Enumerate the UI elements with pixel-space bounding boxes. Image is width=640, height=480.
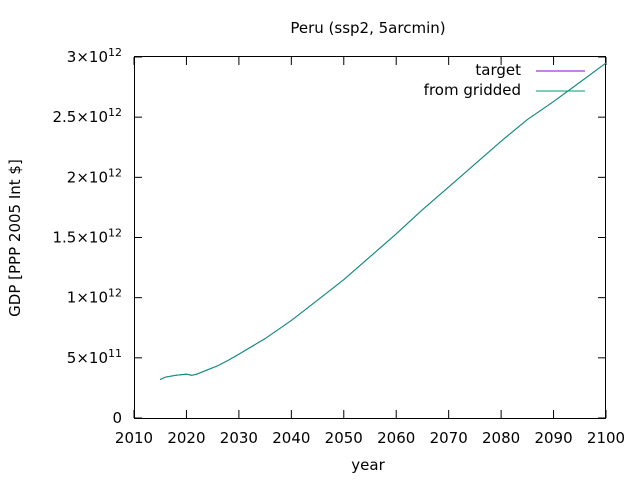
y-tick-exponent: 12: [108, 166, 122, 179]
y-tick-mantissa: 2×10: [67, 168, 108, 186]
x-tick-label: 2050: [325, 429, 363, 447]
x-tick-label: 2090: [534, 429, 572, 447]
y-axis-label: GDP [PPP 2005 Int $]: [6, 159, 24, 317]
y-tick-exponent: 12: [108, 287, 122, 300]
y-tick-exponent: 12: [108, 106, 122, 119]
series-line-1: [159, 62, 607, 380]
plot-frame: [134, 56, 606, 419]
x-tick-label: 2100: [587, 429, 625, 447]
x-tick-label: 2020: [167, 429, 205, 447]
chart-title: Peru (ssp2, 5arcmin): [290, 19, 445, 37]
x-tick-label: 2060: [377, 429, 415, 447]
y-tick-exponent: 11: [108, 347, 122, 360]
y-axis: 05×10111×10121.5×10122×10122.5×10123×101…: [52, 46, 606, 427]
y-tick-mantissa: 3×10: [67, 48, 108, 66]
x-tick-label: 2080: [482, 429, 520, 447]
legend: target from gridded: [424, 61, 585, 99]
x-axis: 2010 2020 2030 2040 2050 2060 2070 2080 2090 2100: [115, 57, 625, 447]
x-tick-label: 2070: [430, 429, 468, 447]
y-tick-label: 1×1012: [67, 287, 122, 307]
x-tick-label: 2010: [115, 429, 153, 447]
y-tick-label: 5×1011: [67, 347, 122, 367]
x-tick-label: 2040: [272, 429, 310, 447]
x-axis-label: year: [351, 456, 385, 474]
x-tick-label: 2030: [220, 429, 258, 447]
y-tick-label: 2×1012: [67, 166, 122, 186]
y-tick-mantissa: 2.5×10: [52, 108, 108, 126]
series-line-0: [159, 62, 607, 380]
y-tick-mantissa: 1.5×10: [52, 229, 108, 247]
y-tick-label: 2.5×1012: [52, 106, 122, 126]
y-tick-mantissa: 0: [112, 409, 122, 427]
y-tick-label: 1.5×1012: [52, 227, 122, 247]
plot-series: [159, 62, 607, 380]
y-tick-exponent: 12: [108, 227, 122, 240]
y-tick-label: 3×1012: [67, 46, 122, 66]
y-tick-exponent: 12: [108, 46, 122, 59]
y-tick-label: 0: [112, 409, 122, 427]
legend-label-0: target: [475, 61, 521, 79]
y-tick-mantissa: 5×10: [67, 349, 108, 367]
legend-label-1: from gridded: [424, 81, 521, 99]
y-tick-mantissa: 1×10: [67, 289, 108, 307]
